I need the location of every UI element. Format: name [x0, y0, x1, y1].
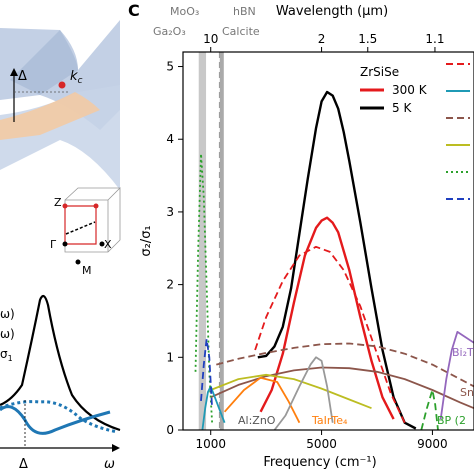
- bz-dashed-path: [65, 221, 96, 235]
- bz-label-x: X: [104, 238, 112, 251]
- upper-cone-shading: [10, 30, 78, 95]
- bz-point-m: [75, 259, 81, 265]
- series-line-brown-dashed: [216, 342, 474, 388]
- series-line-al-zno: [273, 356, 334, 431]
- annotation-sn: Sn: [460, 386, 474, 399]
- sketch-blue-dotted-curve: [0, 400, 119, 434]
- plot-frame: [182, 51, 474, 431]
- panel-label: C: [128, 1, 140, 20]
- legend-label-300k: 300 K: [392, 83, 428, 97]
- bz-point-x: [99, 241, 105, 247]
- series-line-bp: [420, 389, 439, 431]
- vertical-reference-lines: [198, 52, 224, 430]
- vline-label-moo3: MoO₃: [170, 5, 199, 18]
- delta-arrow-head: [10, 68, 18, 76]
- top-tick-label: 1.1: [425, 32, 444, 46]
- series-line-zrsise-dashed-red: [254, 245, 406, 424]
- orange-band-surface: [0, 92, 100, 140]
- x-tick-label: 9000: [417, 437, 448, 451]
- annotation-tairte4: TaIrTe₄: [311, 414, 348, 427]
- y-tick-label: 1: [166, 350, 174, 364]
- legend-label-5k: 5 K: [392, 101, 412, 115]
- bz-point-top: [93, 203, 99, 209]
- legend: ZrSiSe 300 K 5 K: [360, 65, 428, 115]
- series-line-300-k: [259, 216, 395, 420]
- sketch-x-axis-arrow: [112, 444, 120, 452]
- sketch-black-curve: [0, 294, 121, 432]
- vline-label-hbn: hBN: [233, 5, 256, 18]
- vline-label-calcite: Calcite: [222, 25, 260, 38]
- y-axis-label: σ₂/σ₁: [139, 225, 154, 256]
- bz-label-z: Z: [54, 196, 62, 209]
- sketch-label-1: ω): [0, 307, 15, 321]
- conductivity-sketch: ω) ω) σ1 Δ ω: [0, 294, 121, 472]
- series-layer: [194, 90, 474, 431]
- y-tick-label: 3: [166, 205, 174, 219]
- y-tick-label: 0: [166, 423, 174, 437]
- legend-title: ZrSiSe: [360, 65, 399, 79]
- brillouin-zone-diagram: Z Γ X M: [50, 187, 121, 277]
- band-structure-diagram: Δ kc: [0, 20, 120, 190]
- y-tick-label: 5: [166, 60, 174, 74]
- annotation-bp: BP (2: [437, 414, 466, 427]
- kc-label: kc: [70, 69, 83, 86]
- x-tick-label: 1000: [195, 437, 226, 451]
- x-tick-label: 5000: [306, 437, 337, 451]
- annotation-bi2te: Bi₂T: [452, 346, 474, 359]
- sketch-axis-omega: ω: [104, 457, 115, 472]
- annotation-alzno: Al:ZnO: [238, 414, 276, 427]
- series-line-blue-dashed: [200, 338, 213, 409]
- bz-label-m: M: [82, 264, 92, 277]
- series-line-brown-solid: [210, 366, 474, 410]
- top-ticks: 10 2 1.5 1.1: [203, 32, 444, 52]
- bz-point-gamma: [62, 241, 68, 247]
- sketch-label-2: ω): [0, 327, 15, 341]
- bz-outer-box: [64, 187, 121, 253]
- bz-point-z: [62, 203, 68, 209]
- top-axis-label: Wavelength (μm): [276, 4, 388, 19]
- series-line-bi2te: [439, 331, 474, 420]
- y-tick-label: 4: [166, 132, 174, 146]
- vline-label-ga2o3: Ga₂O₃: [153, 25, 186, 38]
- series-line-olive: [210, 373, 372, 410]
- bz-inner-box: [64, 205, 97, 245]
- bz-label-gamma: Γ: [50, 238, 57, 251]
- right-legend-swatches: [446, 63, 470, 200]
- sketch-blue-curve: [0, 405, 111, 435]
- x-axis-label: Frequency (cm⁻¹): [263, 455, 376, 470]
- x-ticks: 1000 5000 9000: [195, 430, 448, 451]
- main-chart: 1000 5000 9000 0 1 2 3 4 5 10 2 1.5 1.1 Frequency …: [139, 4, 474, 470]
- y-ticks: 0 1 2 3 4 5: [166, 60, 183, 437]
- y-tick-label: 2: [166, 278, 174, 292]
- top-tick-label: 1.5: [358, 32, 377, 46]
- top-tick-label: 2: [318, 32, 326, 46]
- sketch-label-3: σ1: [0, 347, 13, 363]
- sketch-axis-delta: Δ: [19, 457, 28, 472]
- series-line-5-k: [257, 90, 417, 430]
- delta-label: Δ: [18, 69, 27, 84]
- top-tick-label: 10: [203, 32, 218, 46]
- kc-point: [58, 81, 66, 89]
